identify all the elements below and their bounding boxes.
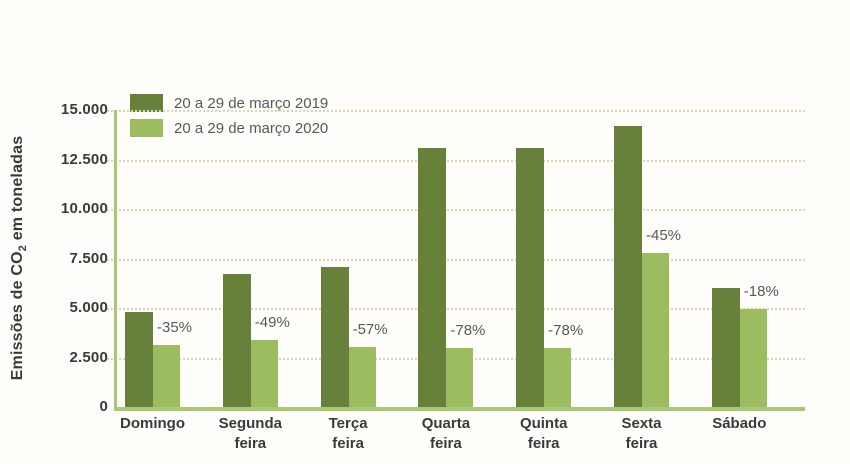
x-axis-label-domingo: Domingo bbox=[120, 415, 185, 432]
bar-2019-terça bbox=[320, 267, 349, 407]
bar-2020-sábado bbox=[739, 308, 767, 407]
pct-change-label-segunda: -49% bbox=[254, 313, 290, 331]
x-axis-label-line2: feira bbox=[332, 435, 364, 452]
bar-2020-domingo bbox=[153, 344, 180, 407]
x-axis-label-line2: feira bbox=[430, 435, 462, 452]
y-tick-label-15.000: 15.000 bbox=[60, 101, 108, 118]
gridline-15.000 bbox=[107, 110, 805, 112]
gridline-5.000 bbox=[107, 308, 805, 310]
legend: 20 a 29 de março 2019 20 a 29 de março 2… bbox=[130, 94, 328, 144]
legend-item-2019: 20 a 29 de março 2019 bbox=[130, 94, 328, 112]
gridline-12.500 bbox=[107, 159, 805, 162]
legend-swatch-2020 bbox=[130, 119, 163, 137]
x-axis-label-quinta: Quinta feira bbox=[492, 414, 596, 454]
x-axis-label-line2: feira bbox=[625, 435, 658, 452]
bar-2019-quarta bbox=[418, 147, 447, 407]
legend-label-2019: 20 a 29 de março 2019 bbox=[174, 94, 329, 112]
x-axis-label-sábado: Sábado bbox=[712, 415, 767, 432]
x-axis-label-line2: feira bbox=[234, 435, 267, 452]
gridline-10.000 bbox=[107, 209, 805, 211]
gridline-7.500 bbox=[107, 258, 805, 261]
x-axis-label-quarta: Quarta feira bbox=[394, 414, 498, 454]
pct-change-label-quarta: -78% bbox=[450, 321, 486, 339]
x-axis-label-line2: feira bbox=[527, 435, 560, 452]
bar-2019-quinta bbox=[516, 147, 545, 407]
pct-change-label-terça: -57% bbox=[352, 320, 388, 338]
y-tick-label-7.500: 7.500 bbox=[69, 249, 108, 267]
legend-label-2020: 20 a 29 de março 2020 bbox=[174, 119, 329, 137]
bar-2019-sábado bbox=[711, 288, 740, 407]
bar-2019-domingo bbox=[125, 311, 153, 407]
legend-item-2020: 20 a 29 de março 2020 bbox=[130, 119, 328, 137]
x-axis-label-sexta: Sexta feira bbox=[590, 414, 694, 454]
pct-change-label-quinta: -78% bbox=[548, 321, 584, 339]
pct-change-label-sexta: -45% bbox=[645, 226, 682, 244]
pct-change-label-domingo: -35% bbox=[156, 318, 193, 336]
y-tick-label-10.000: 10.000 bbox=[60, 200, 108, 217]
y-tick-label-0: 0 bbox=[99, 398, 108, 415]
bar-2020-terça bbox=[348, 346, 376, 407]
bar-2019-segunda bbox=[222, 274, 251, 407]
pct-change-label-sábado: -18% bbox=[743, 282, 779, 300]
bar-2019-sexta bbox=[614, 125, 642, 407]
bar-2020-quarta bbox=[446, 347, 474, 407]
bar-2020-segunda bbox=[250, 339, 278, 407]
bar-2020-sexta bbox=[642, 252, 669, 407]
y-axis-line bbox=[114, 110, 117, 411]
y-tick-label-5.000: 5.000 bbox=[69, 299, 108, 316]
x-axis-label-segunda: Segunda feira bbox=[198, 414, 302, 454]
y-tick-label-2.500: 2.500 bbox=[69, 348, 108, 366]
x-axis-line bbox=[114, 407, 805, 411]
y-tick-label-12.500: 12.500 bbox=[60, 150, 108, 168]
legend-swatch-2019 bbox=[130, 94, 163, 112]
x-axis-label-terça: Terça feira bbox=[296, 414, 400, 454]
bar-2020-quinta bbox=[544, 347, 572, 407]
